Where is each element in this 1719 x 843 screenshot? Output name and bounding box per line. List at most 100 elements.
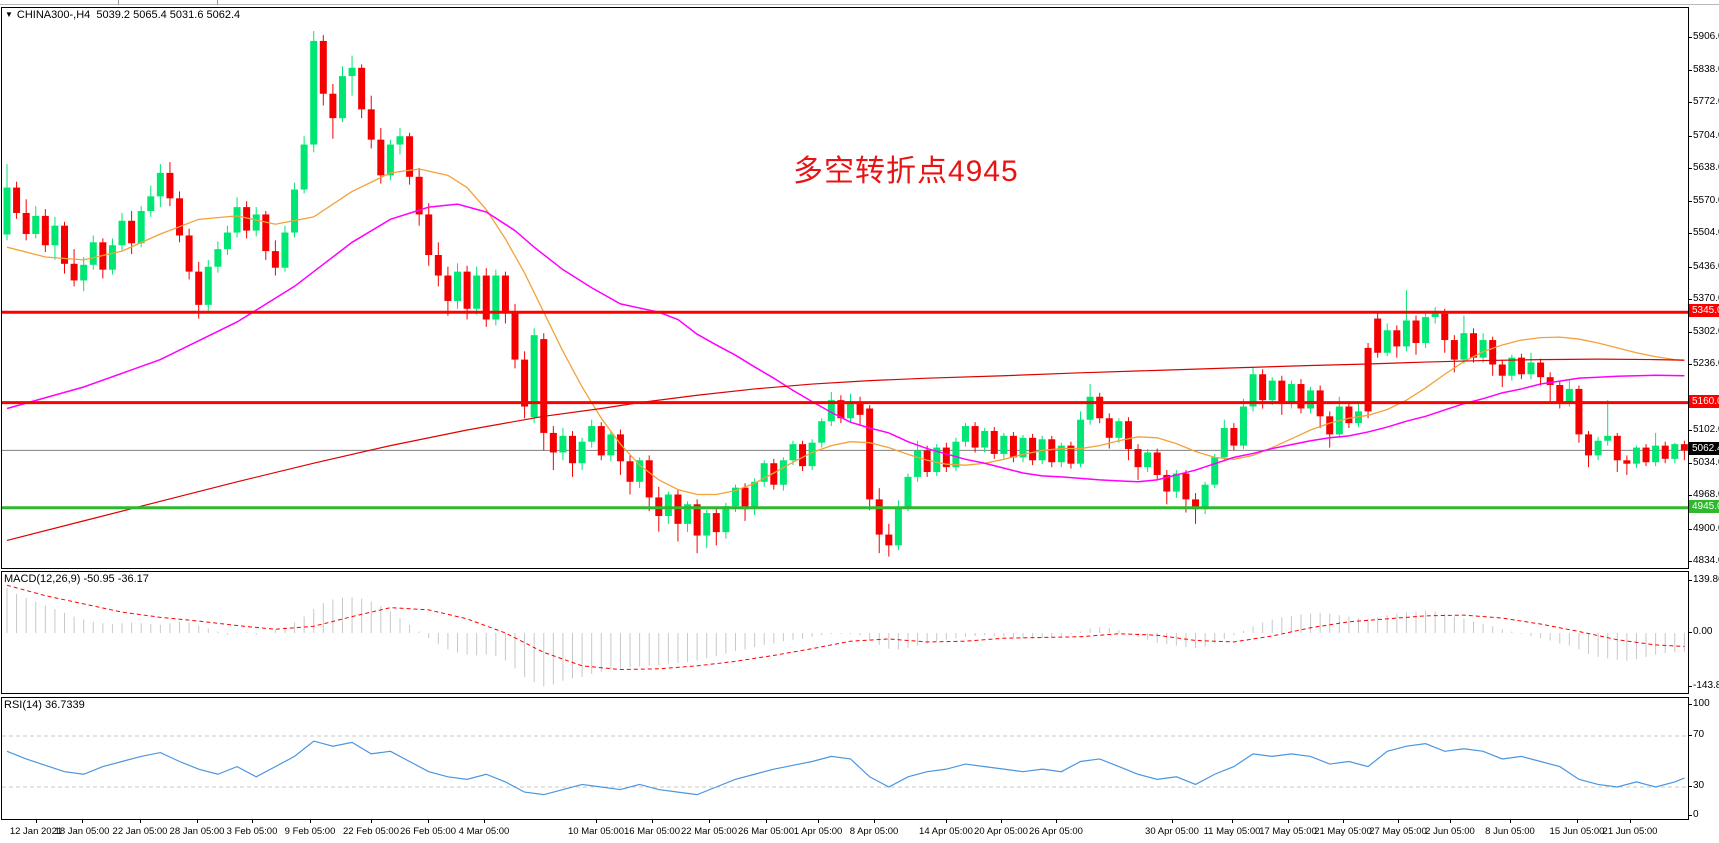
candle-body — [549, 432, 557, 453]
candle-body — [511, 312, 519, 360]
candle-body — [310, 40, 318, 145]
candle-body — [434, 255, 442, 276]
candle-body — [61, 225, 69, 264]
candle-body — [731, 487, 739, 507]
price-tick-label: 5504.0 — [1693, 227, 1719, 239]
time-axis-tick — [1232, 820, 1233, 823]
time-label: 28 Jan 05:00 — [169, 826, 225, 837]
candle-body — [1517, 357, 1525, 375]
macd-panel[interactable] — [1, 571, 1689, 694]
main-chart-svg[interactable] — [2, 8, 1688, 568]
candle-body — [156, 172, 164, 197]
time-axis-tick — [1630, 820, 1631, 823]
candle-body — [1115, 421, 1123, 438]
time-label: 4 Mar 05:00 — [458, 826, 510, 837]
candle-body — [607, 434, 615, 456]
candle-body — [204, 266, 212, 305]
candle-body — [1613, 435, 1621, 461]
chart-title: ▼ CHINA300-,H4 5039.2 5065.4 5031.6 5062.… — [5, 9, 240, 21]
candle-body — [243, 207, 251, 231]
candle-body — [962, 426, 969, 442]
candle-body — [933, 447, 941, 473]
candle-body — [981, 430, 989, 448]
candle-body — [636, 460, 644, 482]
candle-body — [233, 207, 241, 233]
time-label: 18 Jan 05:00 — [54, 826, 110, 837]
candle-body — [1172, 473, 1180, 492]
candle-body — [1393, 330, 1401, 347]
time-label: 21 Jun 05:00 — [1602, 826, 1658, 837]
candle-body — [1623, 460, 1631, 464]
candle-body — [588, 426, 596, 442]
candle-body — [1422, 317, 1430, 343]
candle-body — [13, 187, 21, 213]
time-axis-tick — [1172, 820, 1173, 823]
rsi-tick-label: 30 — [1693, 780, 1705, 791]
time-axis-tick — [766, 820, 767, 823]
price-tick-label: 5102.0 — [1693, 423, 1719, 435]
main-chart-panel[interactable] — [1, 7, 1689, 569]
candle-body — [195, 271, 203, 305]
candle-body — [482, 275, 490, 320]
candle-body — [1402, 320, 1410, 347]
candle-body — [712, 513, 720, 533]
time-label: 27 May 05:00 — [1369, 826, 1427, 837]
candle-body — [741, 487, 749, 510]
rsi-svg[interactable] — [2, 698, 1688, 819]
price-tick-label: 4968.0 — [1693, 489, 1719, 501]
candle-body — [779, 460, 787, 485]
candle-body — [147, 196, 155, 212]
time-axis-tick — [874, 820, 875, 823]
price-tick-label: 4900.0 — [1693, 522, 1719, 534]
time-label: 10 Mar 05:00 — [568, 826, 624, 837]
time-axis-tick — [1001, 820, 1002, 823]
price-axis-tick — [1688, 167, 1692, 169]
candle-body — [1450, 340, 1458, 360]
price-axis-tick — [1688, 266, 1692, 268]
candle-body — [176, 198, 184, 236]
time-label: 22 Mar 05:00 — [681, 826, 737, 837]
price-tick-label: 5370.0 — [1693, 292, 1719, 304]
rsi-tick-label: 0 — [1693, 809, 1699, 820]
candle-body — [453, 271, 461, 301]
candle-body — [51, 225, 59, 246]
candle-body — [425, 214, 433, 256]
candle-body — [703, 513, 711, 536]
candle-body — [530, 335, 538, 418]
time-label: 1 Apr 05:00 — [793, 826, 843, 837]
macd-svg[interactable] — [2, 572, 1688, 693]
candle-body — [856, 401, 864, 415]
candle-body — [894, 507, 902, 546]
price-axis-tick — [1688, 560, 1692, 562]
candle-body — [1009, 435, 1017, 458]
candle-body — [406, 136, 414, 177]
candle-body — [1527, 362, 1535, 375]
rsi-value: 36.7339 — [44, 699, 85, 711]
candle-body — [1124, 421, 1132, 450]
macd-name: MACD(12,26,9) — [4, 573, 81, 585]
ma-mid-magenta — [6, 203, 1685, 483]
candle-body — [866, 408, 874, 500]
time-label: 12 Jan 2021 — [9, 826, 63, 837]
time-axis[interactable]: 12 Jan 2021 18 Jan 05:00 22 Jan 05:00 28 Ja… — [0, 820, 1689, 843]
rsi-panel[interactable] — [1, 697, 1689, 820]
candle-body — [223, 232, 231, 250]
candle-body — [281, 232, 289, 268]
time-axis-tick — [652, 820, 653, 823]
candle-body — [1134, 449, 1142, 468]
symbol-dropdown-icon[interactable]: ▼ — [5, 10, 13, 19]
candle-body — [760, 463, 768, 482]
candle-body — [559, 435, 567, 453]
price-tick-label: 5302.0 — [1693, 326, 1719, 338]
price-axis[interactable]: 5906.0 5838.0 5772.0 5704.0 5638.0 5570.0 5504… — [1688, 0, 1719, 843]
time-axis-tick — [1343, 820, 1344, 823]
time-label: 14 Apr 05:00 — [919, 826, 973, 837]
candle-body — [1642, 447, 1650, 463]
rsi-tick-label: 100 — [1693, 698, 1710, 709]
candle-body — [444, 275, 452, 301]
price-badge-5345-0: 5345.0 — [1689, 304, 1719, 318]
candle-body — [80, 264, 88, 281]
time-axis-tick — [1510, 820, 1511, 823]
candle-body — [1652, 445, 1660, 463]
